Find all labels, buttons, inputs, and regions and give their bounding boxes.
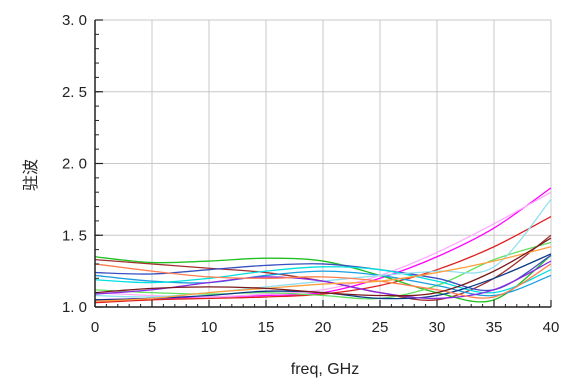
y-tick-label: 2. 5 (62, 84, 87, 101)
x-tick-label: 5 (148, 319, 156, 336)
y-tick-label: 3. 0 (62, 12, 87, 29)
series-line-6 (94, 241, 552, 300)
x-axis-label: freq, GHz (291, 361, 359, 378)
plot-lines (94, 187, 552, 304)
series-line-9 (94, 266, 552, 294)
grid (94, 19, 552, 308)
x-tick-label: 0 (91, 319, 99, 336)
x-tick-label: 20 (315, 319, 332, 336)
y-tick-label: 2. 0 (62, 156, 87, 173)
x-tick-label: 25 (372, 319, 389, 336)
y-tick-label: 1. 5 (62, 227, 87, 244)
x-tick-label: 15 (258, 319, 275, 336)
y-axis-label: 驻波 (22, 159, 40, 191)
x-tick-label: 40 (543, 319, 560, 336)
series-line-3 (94, 216, 552, 304)
series-line-13 (94, 263, 552, 299)
x-tick-label: 10 (201, 319, 218, 336)
tick-labels: 0 5 10 15 20 25 30 35 40 1. 0 1. 5 2. 0 2. 5 3. 0 (62, 12, 559, 336)
y-tick-label: 1. 0 (62, 299, 87, 316)
x-tick-label: 35 (486, 319, 503, 336)
ticks (94, 19, 552, 308)
series-line-5 (94, 254, 552, 303)
x-tick-label: 30 (429, 319, 446, 336)
series-line-14 (94, 246, 552, 302)
series-line-15 (94, 237, 552, 297)
